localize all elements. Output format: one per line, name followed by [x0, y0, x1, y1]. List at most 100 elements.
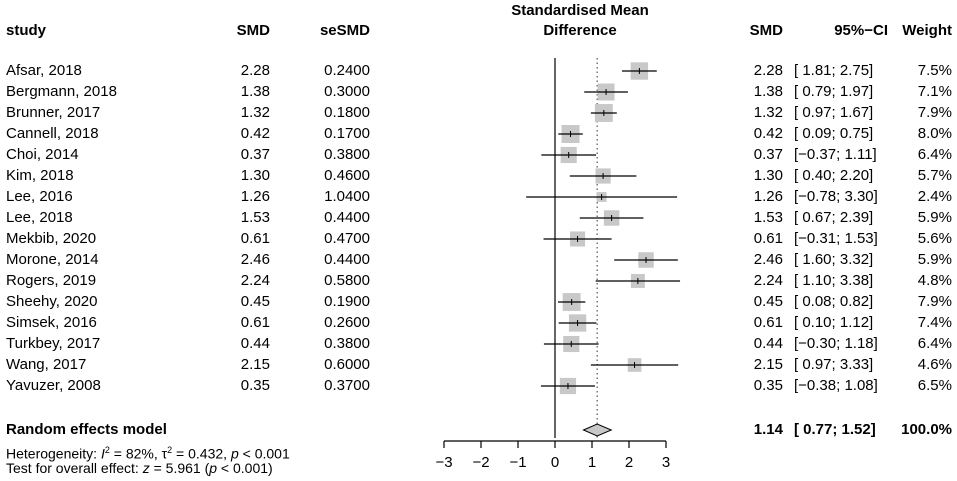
study-weight: 2.4% — [917, 188, 952, 205]
study-weight: 6.4% — [917, 335, 952, 352]
plot-title-line2: Difference — [543, 22, 617, 39]
study-sesmd: 0.1700 — [324, 125, 370, 142]
study-smd-right: 0.45 — [753, 293, 783, 310]
study-ci: [−0.38; 1.08] — [794, 377, 878, 394]
x-axis-tick-label: 0 — [551, 454, 559, 471]
study-name: Brunner, 2017 — [6, 104, 101, 121]
study-name: Kim, 2018 — [6, 167, 74, 184]
x-axis-tick-label: −3 — [435, 454, 452, 471]
study-sesmd: 0.5800 — [324, 272, 370, 289]
x-axis-tick-label: −1 — [509, 454, 526, 471]
study-weight: 4.6% — [917, 356, 952, 373]
study-weight: 5.9% — [917, 209, 952, 226]
study-ci: [ 0.08; 0.82] — [794, 293, 874, 310]
study-ci: [ 0.97; 3.33] — [794, 356, 874, 373]
study-smd: 1.53 — [240, 209, 270, 226]
study-weight: 8.0% — [917, 125, 952, 142]
study-sesmd: 0.4700 — [324, 230, 370, 247]
x-axis-tick-label: 1 — [588, 454, 596, 471]
study-smd: 0.45 — [240, 293, 270, 310]
study-sesmd: 0.3800 — [324, 146, 370, 163]
header-ci: 95%−CI — [834, 22, 888, 39]
study-ci: [−0.30; 1.18] — [794, 335, 878, 352]
study-smd: 1.38 — [240, 83, 270, 100]
pooled-ci: [ 0.77; 1.52] — [794, 421, 876, 438]
header-sesmd: seSMD — [319, 22, 370, 39]
study-smd-right: 0.37 — [753, 146, 783, 163]
x-axis-tick-label: 2 — [625, 454, 633, 471]
study-ci: [−0.31; 1.53] — [794, 230, 878, 247]
study-smd-right: 2.24 — [753, 272, 783, 289]
pooled-weight: 100.0% — [901, 421, 952, 438]
study-ci: [ 0.97; 1.67] — [794, 104, 874, 121]
study-name: Mekbib, 2020 — [6, 230, 97, 247]
study-smd-right: 1.38 — [753, 83, 783, 100]
study-ci: [ 0.10; 1.12] — [794, 314, 874, 331]
study-name: Wang, 2017 — [6, 356, 87, 373]
study-weight: 6.5% — [917, 377, 952, 394]
study-smd: 1.30 — [240, 167, 270, 184]
study-weight: 5.9% — [917, 251, 952, 268]
study-sesmd: 0.3700 — [324, 377, 370, 394]
study-name: Turkbey, 2017 — [6, 335, 101, 352]
study-ci: [ 0.79; 1.97] — [794, 83, 874, 100]
study-name: Rogers, 2019 — [6, 272, 97, 289]
study-smd: 0.42 — [240, 125, 270, 142]
pooled-smd: 1.14 — [753, 421, 783, 438]
study-smd-right: 1.53 — [753, 209, 783, 226]
study-sesmd: 0.3800 — [324, 335, 370, 352]
study-smd-right: 1.32 — [753, 104, 783, 121]
study-weight: 7.9% — [917, 104, 952, 121]
study-sesmd: 0.4400 — [324, 251, 370, 268]
study-weight: 7.1% — [917, 83, 952, 100]
plot-title-line1: Standardised Mean — [511, 2, 649, 19]
study-smd: 0.61 — [240, 314, 270, 331]
study-smd-right: 0.42 — [753, 125, 783, 142]
header-smd-right: SMD — [749, 22, 783, 39]
study-name: Bergmann, 2018 — [6, 83, 117, 100]
heterogeneity-text: Heterogeneity: I2 = 82%, τ2 = 0.432, p <… — [6, 445, 290, 462]
study-smd: 2.24 — [240, 272, 270, 289]
study-smd-right: 2.28 — [753, 62, 783, 79]
study-sesmd: 0.2600 — [324, 314, 370, 331]
study-name: Cannell, 2018 — [6, 125, 99, 142]
study-smd-right: 0.61 — [753, 230, 783, 247]
study-sesmd: 0.4400 — [324, 209, 370, 226]
study-ci: [ 0.67; 2.39] — [794, 209, 874, 226]
x-axis-tick-label: −2 — [472, 454, 489, 471]
study-sesmd: 0.6000 — [324, 356, 370, 373]
study-ci: [ 0.09; 0.75] — [794, 125, 874, 142]
study-name: Afsar, 2018 — [6, 62, 82, 79]
study-name: Choi, 2014 — [6, 146, 79, 163]
study-ci: [ 0.40; 2.20] — [794, 167, 874, 184]
study-name: Sheehy, 2020 — [6, 293, 98, 310]
study-smd-right: 2.15 — [753, 356, 783, 373]
study-name: Simsek, 2016 — [6, 314, 97, 331]
study-ci: [−0.37; 1.11] — [794, 146, 877, 163]
study-sesmd: 0.2400 — [324, 62, 370, 79]
study-smd: 2.15 — [240, 356, 270, 373]
x-axis-tick-label: 3 — [662, 454, 670, 471]
study-ci: [ 1.60; 3.32] — [794, 251, 874, 268]
study-smd-right: 0.35 — [753, 377, 783, 394]
study-ci: [ 1.10; 3.38] — [794, 272, 874, 289]
study-weight: 7.5% — [917, 62, 952, 79]
pooled-diamond — [582, 423, 613, 437]
study-weight: 7.9% — [917, 293, 952, 310]
study-name: Lee, 2018 — [6, 209, 73, 226]
study-smd-right: 0.44 — [753, 335, 783, 352]
study-sesmd: 0.1800 — [324, 104, 370, 121]
study-ci: [−0.78; 3.30] — [794, 188, 878, 205]
study-name: Morone, 2014 — [6, 251, 99, 268]
study-name: Yavuzer, 2008 — [6, 377, 101, 394]
pooled-label: Random effects model — [6, 421, 167, 438]
study-weight: 5.6% — [917, 230, 952, 247]
study-smd: 0.44 — [240, 335, 270, 352]
study-smd-right: 1.26 — [753, 188, 783, 205]
study-weight: 7.4% — [917, 314, 952, 331]
study-weight: 4.8% — [917, 272, 952, 289]
study-weight: 6.4% — [917, 146, 952, 163]
study-ci: [ 1.81; 2.75] — [794, 62, 874, 79]
study-sesmd: 1.0400 — [324, 188, 370, 205]
